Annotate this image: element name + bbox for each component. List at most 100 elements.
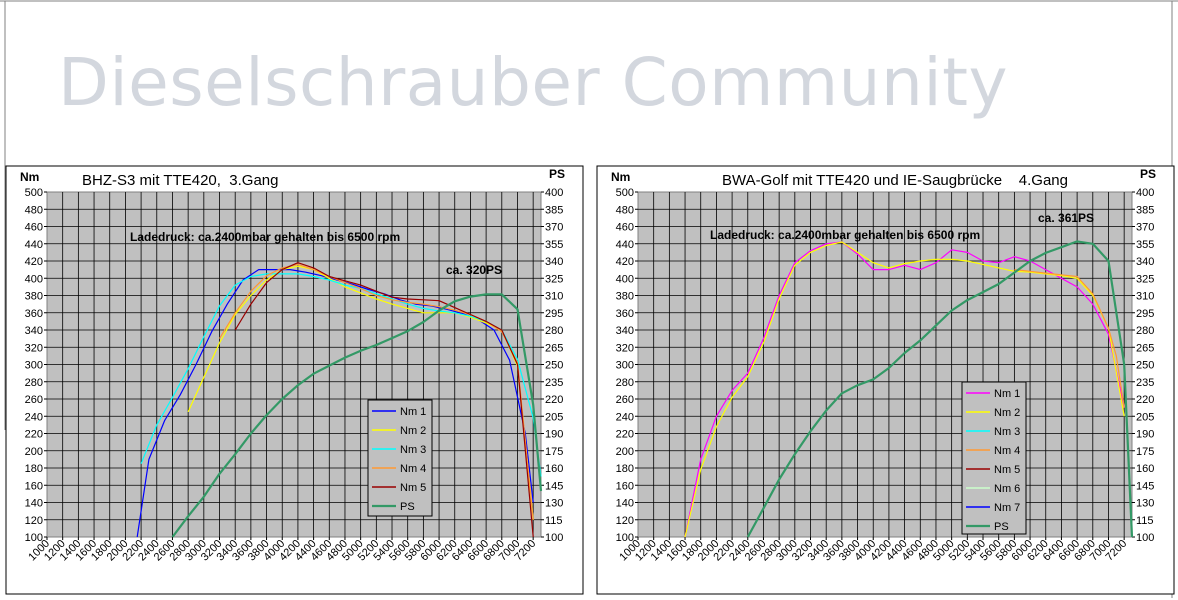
y-tick-right-label: 385	[545, 204, 563, 216]
y-tick-right-label: 130	[1136, 498, 1154, 510]
y-tick-right-label: 370	[1136, 222, 1154, 234]
y-tick-right-label: 205	[1136, 411, 1154, 423]
peak-power-label: ca. 320PS	[446, 263, 502, 277]
legend-entry-label: Nm 6	[994, 483, 1020, 495]
y-tick-right-label: 115	[1136, 515, 1154, 527]
y-axis-left-label: Nm	[20, 170, 39, 184]
y-tick-left-label: 180	[25, 463, 43, 475]
y-tick-right-label: 295	[545, 308, 563, 320]
y-tick-left-label: 280	[25, 377, 43, 389]
y-tick-left-label: 120	[25, 515, 43, 527]
y-tick-right-label: 340	[1136, 256, 1154, 268]
gridlines	[638, 192, 1132, 537]
chart-title: BHZ-S3 mit TTE420, 3.Gang	[82, 172, 278, 189]
y-tick-right-label: 355	[1136, 239, 1154, 251]
legend-entry-label: Nm 4	[400, 463, 426, 475]
y-tick-left-label: 420	[616, 256, 634, 268]
y-tick-left-label: 300	[25, 360, 43, 372]
y-tick-right-label: 100	[1136, 532, 1154, 544]
legend-box	[367, 399, 433, 517]
y-tick-right-label: 400	[1136, 187, 1154, 199]
legend-entry-label: Nm 5	[994, 464, 1020, 476]
y-tick-right-label: 250	[1136, 360, 1154, 372]
y-tick-left-label: 100	[25, 532, 43, 544]
series-line-ps	[171, 293, 543, 538]
series-line-nm-2	[187, 265, 534, 520]
y-tick-right-label: 115	[545, 515, 563, 527]
y-axis-right-label: PS	[1140, 167, 1156, 181]
y-tick-left-label: 260	[616, 394, 634, 406]
y-tick-right-label: 385	[1136, 204, 1154, 216]
y-tick-right-label: 205	[545, 411, 563, 423]
y-tick-left-label: 460	[25, 222, 43, 234]
y-tick-right-label: 250	[545, 360, 563, 372]
y-tick-left-label: 460	[616, 222, 634, 234]
y-tick-left-label: 240	[25, 411, 43, 423]
y-tick-right-label: 160	[545, 463, 563, 475]
y-tick-left-label: 220	[25, 429, 43, 441]
y-tick-left-label: 200	[25, 446, 43, 458]
series-line-nm-5	[234, 262, 534, 538]
series-line-nm-2	[684, 241, 1125, 538]
chart-title: BWA-Golf mit TTE420 und IE-Saugbrücke 4.…	[722, 172, 1068, 189]
y-tick-right-label: 370	[545, 222, 563, 234]
legend-entry-label: Nm 7	[994, 502, 1020, 514]
y-tick-left-label: 360	[25, 308, 43, 320]
legend-box	[961, 381, 1027, 535]
y-axis-left-label: Nm	[611, 170, 630, 184]
y-tick-left-label: 380	[616, 291, 634, 303]
y-tick-left-label: 100	[616, 532, 634, 544]
y-tick-right-label: 235	[545, 377, 563, 389]
series-line-nm-1	[684, 241, 1125, 538]
y-tick-right-label: 190	[1136, 429, 1154, 441]
y-tick-left-label: 260	[25, 394, 43, 406]
y-tick-right-label: 310	[1136, 291, 1154, 303]
y-tick-left-label: 380	[25, 291, 43, 303]
chart-2: 100 120 140 160 180 200 220 240 260 280 300 320 340 3…	[596, 165, 1175, 595]
legend-entry-label: Nm 4	[994, 445, 1020, 457]
legend-entry-label: Nm 3	[400, 444, 426, 456]
y-tick-right-label: 160	[1136, 463, 1154, 475]
y-tick-right-label: 325	[1136, 273, 1154, 285]
gridlines	[47, 192, 541, 537]
y-tick-right-label: 295	[1136, 308, 1154, 320]
y-tick-left-label: 320	[616, 342, 634, 354]
y-tick-left-label: 160	[616, 480, 634, 492]
legend-entry-label: Nm 2	[400, 425, 426, 437]
y-axis-right-label: PS	[549, 167, 565, 181]
y-tick-right-label: 280	[545, 325, 563, 337]
y-tick-left-label: 480	[25, 204, 43, 216]
y-tick-left-label: 400	[25, 273, 43, 285]
legend-entry-label: Nm 1	[400, 406, 426, 418]
y-tick-right-label: 340	[545, 256, 563, 268]
y-tick-right-label: 235	[1136, 377, 1154, 389]
legend: Nm 1 Nm 2 Nm 3 Nm 4 Nm 5 PS	[367, 399, 433, 517]
legend: Nm 1 Nm 2 Nm 3 Nm 4 Nm 5 Nm 6 Nm 7 PS	[961, 381, 1027, 535]
legend-entry-label: Nm 5	[400, 482, 426, 494]
y-tick-right-label: 280	[1136, 325, 1154, 337]
y-tick-right-label: 130	[545, 498, 563, 510]
y-tick-right-label: 265	[545, 342, 563, 354]
y-tick-left-label: 240	[616, 411, 634, 423]
peak-power-label: ca. 361PS	[1038, 211, 1094, 225]
boost-annotation: Ladedruck: ca.2400mbar gehalten bis 6500…	[130, 230, 400, 244]
legend-entry-label: Nm 2	[994, 407, 1020, 419]
y-tick-right-label: 175	[545, 446, 563, 458]
legend-entry-label: PS	[994, 521, 1009, 533]
y-tick-left-label: 300	[616, 360, 634, 372]
y-tick-left-label: 320	[25, 342, 43, 354]
y-tick-right-label: 220	[545, 394, 563, 406]
y-tick-right-label: 145	[545, 480, 563, 492]
watermark-text: Dieselschrauber Community	[58, 44, 1009, 121]
series-line-nm-4	[1014, 269, 1125, 408]
chart-1: 100 120 140 160 180 200 220 240 260 280 300 320 340 3…	[5, 165, 584, 595]
y-tick-left-label: 280	[616, 377, 634, 389]
y-tick-left-label: 420	[25, 256, 43, 268]
y-tick-left-label: 120	[616, 515, 634, 527]
y-tick-right-label: 325	[545, 273, 563, 285]
y-tick-left-label: 500	[25, 187, 43, 199]
y-tick-left-label: 200	[616, 446, 634, 458]
legend-entry-label: PS	[400, 501, 415, 513]
y-tick-right-label: 100	[545, 532, 563, 544]
